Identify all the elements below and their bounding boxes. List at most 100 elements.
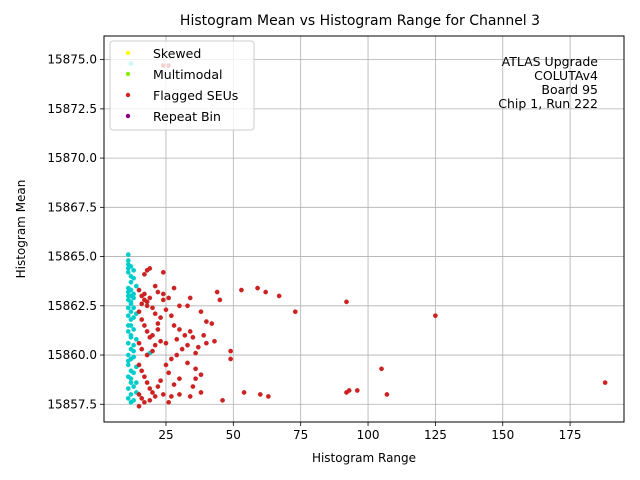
normal-data-point xyxy=(128,380,134,385)
y-tick-label: 15870.0 xyxy=(47,151,97,165)
flagged-seu-point xyxy=(171,323,177,328)
flagged-seu-point xyxy=(152,283,158,289)
x-tick-label: 75 xyxy=(293,428,308,442)
flagged-seu-point xyxy=(276,293,282,299)
normal-data-point xyxy=(128,376,134,382)
flagged-seu-point xyxy=(187,295,193,301)
annotation-line: COLUTAv4 xyxy=(534,68,598,83)
flagged-seu-point xyxy=(144,380,150,385)
flagged-seu-point xyxy=(136,287,142,293)
flagged-seu-point xyxy=(190,384,196,389)
flagged-seu-point xyxy=(228,348,233,354)
flagged-seu-point xyxy=(136,362,142,368)
flagged-seu-point xyxy=(142,399,147,405)
x-axis-label: Histogram Range xyxy=(312,451,416,465)
annotation-line: Chip 1, Run 222 xyxy=(498,96,598,111)
flagged-seu-point xyxy=(198,372,204,378)
normal-data-point xyxy=(125,252,131,257)
flagged-seu-point xyxy=(179,346,185,352)
flagged-seu-point xyxy=(384,392,390,397)
flagged-seu-point xyxy=(185,360,190,366)
normal-data-point xyxy=(125,396,131,401)
normal-data-point xyxy=(131,305,136,311)
normal-data-point xyxy=(125,323,131,328)
flagged-seu-point xyxy=(142,271,147,277)
legend-label: Repeat Bin xyxy=(153,109,221,124)
legend-marker xyxy=(125,113,131,119)
flagged-seu-point xyxy=(214,289,220,295)
flagged-seu-point xyxy=(346,388,352,393)
y-tick-label: 15867.5 xyxy=(47,200,97,214)
flagged-seu-point xyxy=(139,301,145,307)
normal-data-point xyxy=(131,291,136,297)
flagged-seu-point xyxy=(187,329,193,334)
normal-data-point xyxy=(125,362,131,368)
flagged-seu-point xyxy=(166,370,172,376)
flagged-seu-point xyxy=(263,289,269,295)
flagged-seu-point xyxy=(136,309,142,315)
legend-marker xyxy=(125,50,131,56)
flagged-seu-point xyxy=(152,394,158,399)
normal-data-point xyxy=(125,258,131,263)
flagged-seu-point xyxy=(198,309,204,315)
flagged-seu-point xyxy=(150,348,155,354)
normal-data-point xyxy=(131,348,136,354)
flagged-seu-point xyxy=(201,332,207,338)
flagged-seu-point xyxy=(142,374,147,380)
flagged-seu-point xyxy=(169,356,174,362)
flagged-seu-point xyxy=(177,327,182,332)
flagged-seu-point xyxy=(212,338,217,344)
flagged-seu-point xyxy=(193,350,198,356)
flagged-seu-point xyxy=(139,396,145,401)
normal-data-point xyxy=(125,386,131,391)
flagged-seu-point xyxy=(174,336,180,342)
x-axis-ticks: 25 50 75 100 125 150 175 xyxy=(158,422,582,442)
flagged-seu-point xyxy=(166,295,172,301)
flagged-seu-point xyxy=(152,342,158,348)
flagged-seu-point xyxy=(142,291,147,297)
y-axis-label: Histogram Mean xyxy=(14,180,28,279)
data-points xyxy=(125,61,608,409)
x-tick-label: 150 xyxy=(491,428,514,442)
flagged-seu-point xyxy=(266,394,271,399)
chart-title: Histogram Mean vs Histogram Range for Ch… xyxy=(180,13,540,29)
normal-data-point xyxy=(125,293,131,299)
legend-marker xyxy=(125,71,131,77)
normal-data-point xyxy=(131,275,136,281)
x-tick-label: 100 xyxy=(357,428,380,442)
flagged-seu-point xyxy=(144,329,150,334)
normal-data-point xyxy=(125,340,131,346)
flagged-seu-point xyxy=(150,390,155,395)
flagged-seu-point xyxy=(155,384,161,389)
flagged-seu-point xyxy=(292,309,298,315)
flagged-seu-point xyxy=(155,289,161,295)
flagged-seu-point xyxy=(160,269,166,275)
normal-data-point xyxy=(125,358,131,364)
flagged-seu-point xyxy=(163,340,169,346)
annotation-line: Board 95 xyxy=(541,82,598,97)
flagged-seu-point xyxy=(163,362,169,368)
x-tick-label: 175 xyxy=(559,428,582,442)
flagged-seu-point xyxy=(139,317,145,322)
normal-data-point xyxy=(128,287,134,293)
flagged-seu-point xyxy=(433,313,438,319)
flagged-seu-point xyxy=(171,285,177,291)
flagged-seu-point xyxy=(139,346,145,352)
flagged-seu-point xyxy=(166,399,172,405)
legend-marker xyxy=(125,92,131,98)
flagged-seu-point xyxy=(228,356,233,362)
normal-data-point xyxy=(128,264,134,269)
flagged-seu-point xyxy=(257,392,263,397)
flagged-seu-point xyxy=(379,366,384,372)
flagged-seu-point xyxy=(144,352,150,358)
flagged-seu-point xyxy=(150,305,155,311)
y-tick-label: 15860.0 xyxy=(47,348,97,362)
flagged-seu-point xyxy=(158,338,163,344)
legend-label: Flagged SEUs xyxy=(153,88,238,103)
flagged-seu-point xyxy=(177,376,182,382)
flagged-seu-point xyxy=(163,307,169,313)
flagged-seu-point xyxy=(136,403,142,409)
flagged-seu-point xyxy=(144,303,150,309)
